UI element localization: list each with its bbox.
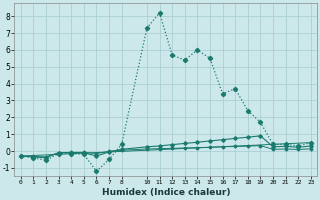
X-axis label: Humidex (Indice chaleur): Humidex (Indice chaleur) <box>101 188 230 197</box>
